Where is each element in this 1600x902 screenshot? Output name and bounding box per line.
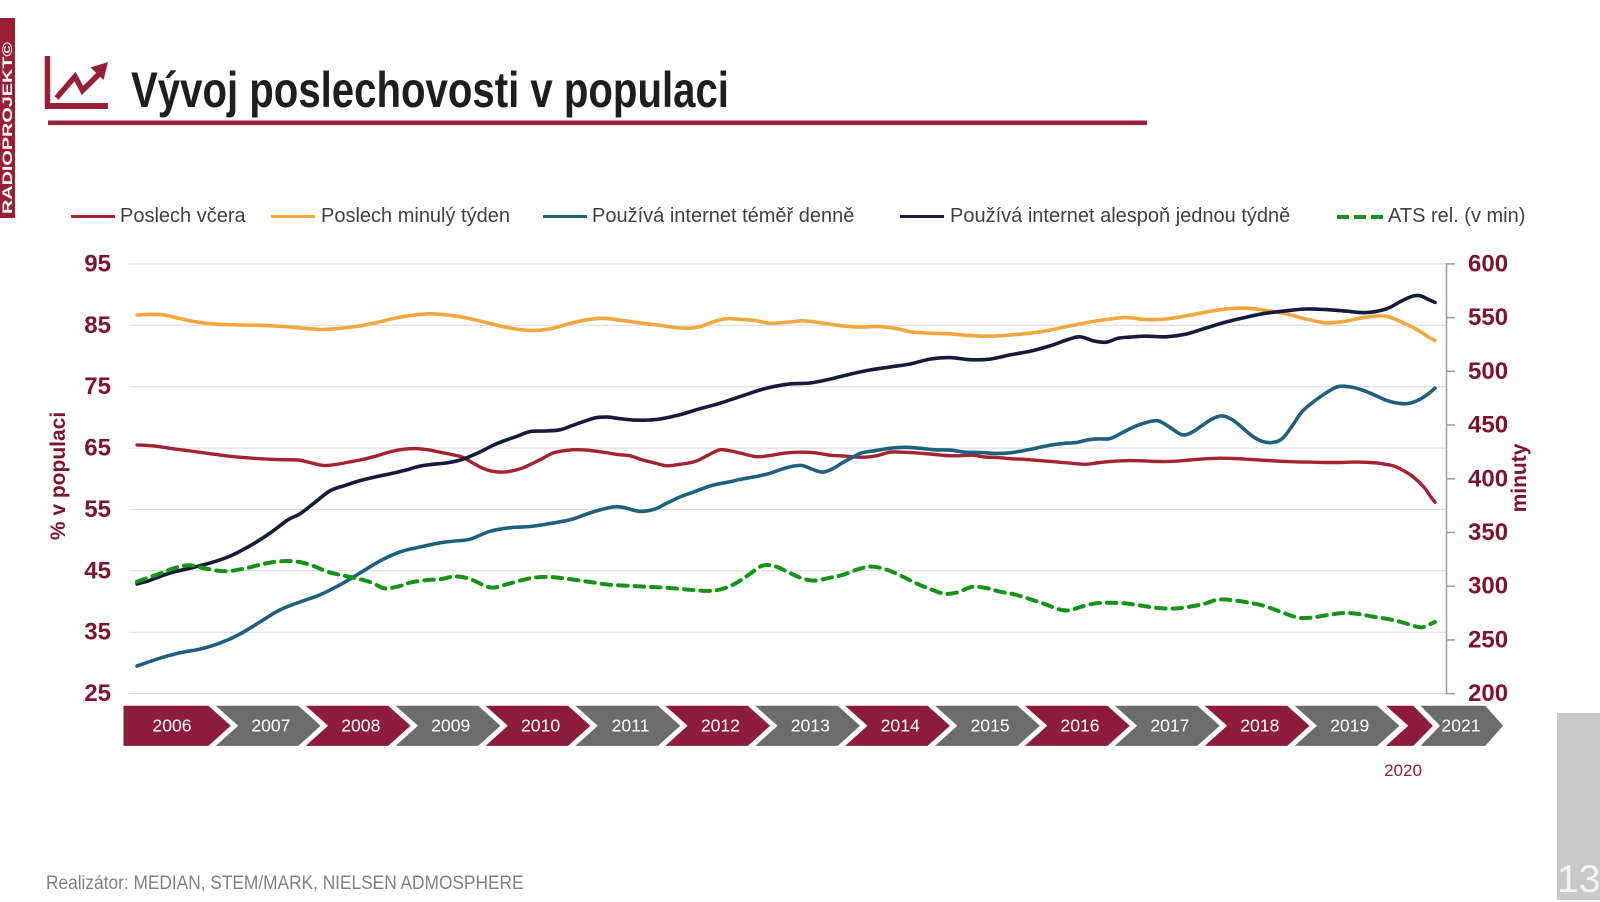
svg-text:45: 45 bbox=[84, 557, 111, 584]
svg-text:300: 300 bbox=[1468, 573, 1508, 600]
svg-text:500: 500 bbox=[1468, 358, 1508, 385]
svg-text:400: 400 bbox=[1468, 465, 1508, 492]
svg-text:85: 85 bbox=[84, 312, 111, 339]
svg-text:2013: 2013 bbox=[791, 716, 830, 736]
svg-text:600: 600 bbox=[1468, 250, 1508, 277]
svg-text:2007: 2007 bbox=[251, 716, 290, 736]
svg-text:2011: 2011 bbox=[612, 716, 650, 736]
svg-text:% v populaci: % v populaci bbox=[47, 412, 70, 540]
svg-text:2010: 2010 bbox=[521, 716, 560, 736]
svg-text:55: 55 bbox=[84, 496, 111, 523]
svg-text:2012: 2012 bbox=[701, 716, 740, 736]
svg-text:2015: 2015 bbox=[971, 716, 1010, 736]
svg-text:minuty: minuty bbox=[1508, 443, 1531, 512]
svg-text:2021: 2021 bbox=[1441, 716, 1480, 736]
svg-text:2014: 2014 bbox=[881, 716, 920, 736]
svg-text:2006: 2006 bbox=[152, 716, 191, 736]
svg-text:2019: 2019 bbox=[1330, 716, 1369, 736]
svg-text:200: 200 bbox=[1468, 680, 1508, 707]
svg-text:2008: 2008 bbox=[341, 716, 380, 736]
svg-text:35: 35 bbox=[84, 619, 111, 646]
svg-text:2017: 2017 bbox=[1150, 716, 1189, 736]
svg-text:95: 95 bbox=[84, 250, 111, 277]
svg-text:RADIOPROJEKT©: RADIOPROJEKT© bbox=[0, 42, 15, 214]
svg-text:2018: 2018 bbox=[1240, 716, 1279, 736]
svg-text:250: 250 bbox=[1468, 626, 1508, 653]
svg-text:450: 450 bbox=[1468, 412, 1508, 439]
svg-text:2020: 2020 bbox=[1384, 761, 1422, 780]
svg-text:65: 65 bbox=[84, 435, 111, 462]
svg-text:550: 550 bbox=[1468, 304, 1508, 331]
svg-text:2009: 2009 bbox=[431, 716, 470, 736]
svg-text:2016: 2016 bbox=[1060, 716, 1099, 736]
svg-text:25: 25 bbox=[84, 680, 111, 707]
svg-text:75: 75 bbox=[84, 373, 111, 400]
svg-text:350: 350 bbox=[1468, 519, 1508, 546]
